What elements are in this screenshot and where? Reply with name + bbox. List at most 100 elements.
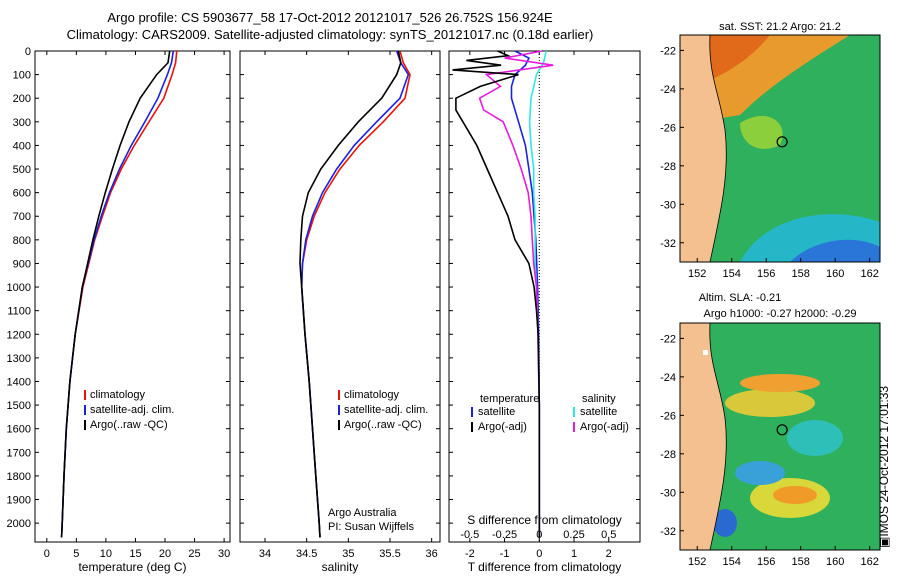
tdiff-argo-line [452,50,541,538]
sal-xtick-label: 36 [426,548,438,560]
salinity-panel-frame [239,50,441,543]
sal-legend-entry: climatology [344,389,400,401]
temp-xtick-label: 25 [188,548,200,560]
temp-ytick-label: 2000 [7,518,31,530]
diff-xtick-label: -2 [465,548,475,560]
sla-lon-label: 160 [826,556,844,568]
temp-ytick-label: 1200 [7,329,31,341]
sla-lat-label: -28 [660,449,676,461]
tdiff-satellite-line [510,50,541,538]
sst-lon-label: 154 [723,268,741,280]
sla-low-eddy [787,420,843,456]
sst-lat-label: -22 [660,45,676,57]
sla-map [679,322,881,551]
sal-legend-entry: satellite-adj. clim. [344,404,428,416]
sla-lon-label: 158 [792,556,810,568]
sdiff-tick-label: 0.25 [563,529,584,541]
temp-xtick-label: 15 [129,548,141,560]
sdiff-tick-label: -0.25 [492,529,517,541]
sla-high-core [740,374,820,392]
imos-logo-icon: ▣ [877,536,891,548]
sla-lat-label: -26 [660,410,676,422]
sla-lon-label: 162 [860,556,878,568]
temp-ytick-label: 100 [13,70,31,82]
argo-australia-label: Argo Australia [328,507,397,519]
sst-lon-label: 158 [792,268,810,280]
temp-ytick-label: 1000 [7,282,31,294]
temp-ytick-label: 600 [13,188,31,200]
australia-land [680,35,727,262]
tdiff-legend-header: temperature [480,393,539,405]
temp-ytick-label: 300 [13,117,31,129]
sst-lat-label: -24 [660,84,676,96]
sst-lat-label: -32 [660,238,676,250]
sla-lon-label: 156 [757,556,775,568]
sst-lon-label: 162 [860,268,878,280]
temp-ytick-label: 800 [13,235,31,247]
white-marker-square [703,350,708,355]
sla-lat-label: -30 [660,487,676,499]
australia-land [680,323,727,550]
diff-xtick-label: 2 [606,548,612,560]
sst-map-field [680,35,880,262]
sla-high-ridge [725,389,815,417]
temp-xtick-label: 0 [44,548,50,560]
imos-timestamp: ▣IMOS 24-Oct-2012 17:01:33 [877,385,891,548]
temp-ytick-label: 700 [13,211,31,223]
tdiff-xlabel: T difference from climatology [468,560,622,574]
temp-ytick-label: 1700 [7,447,31,459]
plot-title-line1: Argo profile: CS 5903677_58 17-Oct-2012 … [107,10,553,25]
sla-lat-label: -22 [660,333,676,345]
temp-xtick-label: 10 [100,548,112,560]
sdiff-tick-label: 0.5 [601,529,616,541]
sla-map-frame [679,322,881,551]
tdiff-legend-entry: satellite [478,406,515,418]
sst-lon-label: 152 [688,268,706,280]
tdiff-legend-entry: Argo(-adj) [478,421,527,433]
sal-legend-entry: Argo(..raw -QC) [344,419,422,431]
sla-high-south-core [773,486,817,504]
sal-xtick-label: 35 [342,548,354,560]
temp-argo-line [60,50,171,538]
sst-map-title: sat. SST: 21.2 Argo: 21.2 [719,21,841,33]
diff-xtick-label: -1 [500,548,510,560]
temp-legend-entry: satellite-adj. clim. [90,404,174,416]
temp-xtick-label: 5 [73,548,79,560]
sal-xtick-label: 34 [259,548,271,560]
temp-ytick-label: 1100 [7,306,31,318]
sal-argo-line [299,50,402,538]
sdiff-xlabel: S difference from climatology [467,513,622,527]
temp-ytick-label: 1800 [7,471,31,483]
sla-map-field [680,323,880,550]
sla-low-coast [713,509,737,537]
temp-ytick-label: 1300 [7,353,31,365]
sla-map-title-line2: Argo h1000: -0.27 h2000: -0.29 [704,308,857,320]
temp-ytick-label: 0 [25,46,31,58]
sla-low-south [735,461,785,485]
sla-lon-label: 152 [688,556,706,568]
pi-label: PI: Susan Wijffels [328,521,414,533]
sla-lat-label: -32 [660,526,676,538]
cold-water-region [790,239,880,262]
sla-lon-label: 154 [723,556,741,568]
sst-lat-label: -30 [660,199,676,211]
temp-xtick-label: 30 [218,548,230,560]
sdiff-legend-entry: satellite [580,406,617,418]
temp-ytick-label: 200 [13,93,31,105]
temp-ytick-label: 1500 [7,400,31,412]
temp-xlabel: temperature (deg C) [78,560,186,574]
temp-ytick-label: 1400 [7,376,31,388]
plot-title-line2: Climatology: CARS2009. Satellite-adjuste… [66,27,594,42]
sal-xtick-label: 34.5 [296,548,317,560]
sdiff-legend-header: salinity [582,393,616,405]
sst-patch [740,115,783,149]
sla-map-title-line1: Altim. SLA: -0.21 [699,292,782,304]
sst-argo-position-marker [776,136,788,148]
sdiff-legend-entry: Argo(-adj) [580,421,629,433]
sst-lat-label: -28 [660,161,676,173]
temp-ytick-label: 1900 [7,495,31,507]
temp-ytick-label: 1600 [7,424,31,436]
sdiff-tick-label: -0.5 [460,529,479,541]
sla-argo-position-marker [776,424,788,436]
